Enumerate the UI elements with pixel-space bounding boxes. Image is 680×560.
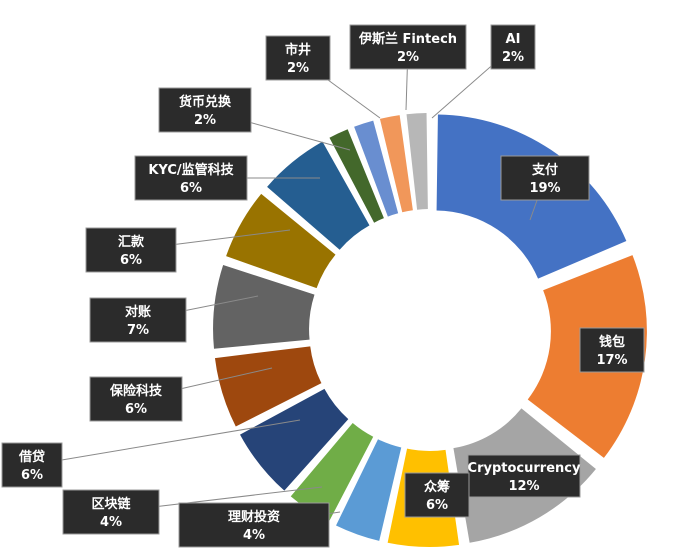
slice-value: 2% bbox=[287, 61, 309, 76]
slice-label: 借贷 6% bbox=[1, 442, 63, 488]
slice-label: 区块链 4% bbox=[62, 489, 160, 535]
pie-slice bbox=[240, 388, 349, 491]
slice-label: KYC/监管科技 6% bbox=[134, 155, 248, 201]
slice-value: 2% bbox=[397, 50, 419, 65]
slice-label: 保险科技 6% bbox=[89, 376, 183, 422]
slice-value: 6% bbox=[21, 468, 43, 483]
slice-value: 6% bbox=[180, 181, 202, 196]
slice-name: 众筹 bbox=[424, 479, 450, 495]
label-box bbox=[62, 489, 160, 535]
pie-slice bbox=[379, 115, 413, 213]
slice-name: 借贷 bbox=[18, 449, 45, 465]
slice-value: 6% bbox=[426, 498, 448, 513]
pie-slice bbox=[214, 346, 322, 427]
slice-label: AI 2% bbox=[490, 24, 536, 70]
slice-label: 众筹 6% bbox=[404, 472, 470, 518]
label-box bbox=[158, 87, 252, 133]
slice-value: 17% bbox=[596, 353, 627, 368]
slice-name: 货币兑换 bbox=[179, 94, 232, 110]
slice-label: 货币兑换 2% bbox=[158, 87, 252, 133]
slice-name: 汇款 bbox=[118, 234, 145, 250]
label-box bbox=[579, 327, 645, 373]
label-box bbox=[404, 472, 470, 518]
slice-value: 6% bbox=[125, 402, 147, 417]
slice-labels: 支付19%钱包17%Cryptocurrency12%众筹6%理财投资4%区块链… bbox=[1, 24, 645, 548]
slice-value: 2% bbox=[502, 50, 524, 65]
slice-value: 19% bbox=[529, 181, 560, 196]
slice-value: 4% bbox=[100, 515, 122, 530]
slice-value: 2% bbox=[194, 113, 216, 128]
slice-label: 钱包 17% bbox=[579, 327, 645, 373]
slice-name: 钱包 bbox=[599, 334, 625, 350]
slice-value: 7% bbox=[127, 323, 149, 338]
slice-value: 4% bbox=[243, 528, 265, 543]
leader-line bbox=[31, 419, 301, 466]
pie-slice bbox=[329, 129, 384, 223]
label-box bbox=[1, 442, 63, 488]
pie-slice bbox=[226, 193, 336, 289]
label-box bbox=[85, 227, 177, 273]
slice-name: 市井 bbox=[285, 42, 311, 58]
slice-name: AI bbox=[506, 32, 521, 47]
slice-name: 对账 bbox=[125, 304, 151, 320]
label-box bbox=[178, 502, 330, 548]
slice-name: 区块链 bbox=[91, 496, 131, 512]
slice-label: 市井 2% bbox=[265, 35, 331, 81]
label-box bbox=[134, 155, 248, 201]
label-box bbox=[490, 24, 536, 70]
slice-label: Cryptocurrency 12% bbox=[467, 454, 581, 498]
slice-label: 支付 19% bbox=[500, 155, 590, 201]
label-box bbox=[349, 24, 467, 70]
slice-name: 理财投资 bbox=[228, 509, 280, 525]
slice-label: 汇款 6% bbox=[85, 227, 177, 273]
slice-label: 对账 7% bbox=[89, 297, 187, 343]
pie-slice bbox=[406, 113, 428, 210]
slice-label: 理财投资 4% bbox=[178, 502, 330, 548]
slice-value: 12% bbox=[508, 479, 539, 494]
pie-slice bbox=[267, 141, 370, 250]
slice-name: 支付 bbox=[531, 162, 558, 178]
label-box bbox=[89, 376, 183, 422]
slice-name: 伊斯兰 Fintech bbox=[358, 31, 457, 47]
slice-label: 伊斯兰 Fintech 2% bbox=[349, 24, 467, 70]
slice-value: 6% bbox=[120, 253, 142, 268]
pie-slice bbox=[213, 265, 315, 349]
label-box bbox=[89, 297, 187, 343]
label-box bbox=[265, 35, 331, 81]
label-box bbox=[500, 155, 590, 201]
pie-slice bbox=[336, 439, 402, 541]
label-box bbox=[467, 454, 581, 498]
pie-slice bbox=[290, 423, 374, 522]
pie-slice bbox=[354, 120, 399, 217]
slice-name: KYC/监管科技 bbox=[148, 162, 234, 178]
slice-name: 保险科技 bbox=[109, 383, 163, 399]
slice-name: Cryptocurrency bbox=[468, 461, 581, 476]
